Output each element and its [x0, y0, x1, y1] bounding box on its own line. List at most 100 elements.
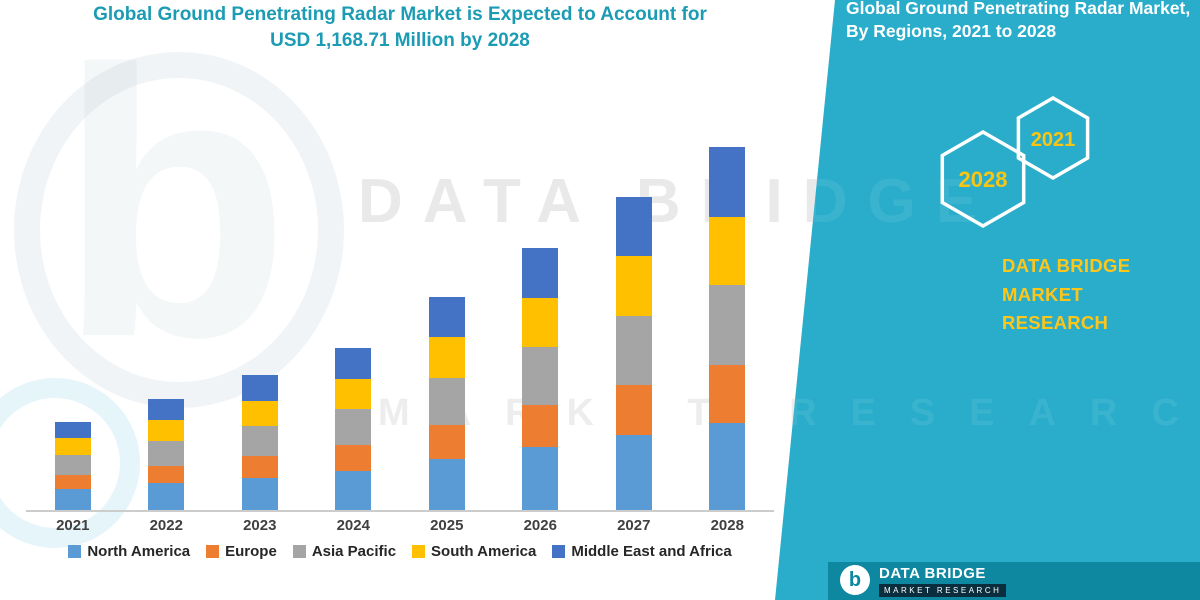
bar-segment: [522, 297, 559, 348]
faint-logo-b-glyph: b: [58, 0, 291, 416]
x-axis-label: 2025: [430, 517, 464, 534]
legend-swatch-icon: [206, 545, 220, 558]
bar-segment: [54, 474, 91, 489]
legend-label: Middle East and Africa: [571, 543, 732, 560]
legend-label: North America: [87, 543, 191, 560]
stacked-bar-chart: 2021 2022 2023 2024 2025 2026 2027 2028 North A…: [26, 116, 774, 560]
x-axis-label: 2023: [243, 517, 277, 534]
legend-swatch-icon: [552, 545, 566, 558]
hexagon-2021: [1016, 95, 1090, 181]
stacked-bar-2028: [709, 147, 746, 510]
stacked-bar-2027: [615, 196, 652, 510]
stacked-bar-2023: [241, 375, 278, 510]
bar-segment: [428, 337, 465, 378]
bar-segment: [148, 399, 185, 421]
chart-legend: North America Europe Asia Pacific South Ame…: [26, 543, 774, 560]
bar-segment: [709, 147, 746, 217]
bar-segment: [428, 424, 465, 459]
bar-segment: [148, 441, 185, 466]
bar-slot-2028: [681, 116, 775, 510]
bar-segment: [335, 445, 372, 472]
bar-segment: [615, 196, 652, 257]
stacked-bar-2025: [428, 296, 465, 510]
legend-swatch-icon: [68, 545, 82, 558]
chart-title-line1: Global Ground Penetrating Radar Market i…: [93, 4, 707, 25]
legend-item: Asia Pacific: [292, 543, 397, 560]
bar-segment: [522, 405, 559, 447]
footer-texts: DATA BRIDGE MARKET RESEARCH: [879, 565, 1007, 597]
legend-item: North America: [68, 543, 190, 560]
hexagon-2021-label: 2021: [1031, 129, 1076, 151]
legend-label: Asia Pacific: [311, 543, 397, 560]
bar-segment: [615, 256, 652, 316]
hexagon-2028: [940, 129, 1026, 229]
footer-tagline: MARKET RESEARCH: [879, 584, 1007, 597]
bar-segment: [241, 477, 278, 510]
x-axis-label: 2027: [617, 517, 651, 534]
plot-area: [26, 116, 774, 512]
bar-segment: [148, 483, 185, 510]
bar-segment: [54, 455, 91, 475]
bar-segment: [241, 400, 278, 427]
bar-segment: [335, 378, 372, 410]
bar-segment: [428, 377, 465, 425]
bar-slot-2026: [494, 116, 588, 510]
footer-strip: b DATA BRIDGE MARKET RESEARCH: [828, 562, 1200, 600]
x-axis-label: 2026: [523, 517, 557, 534]
bar-segment: [335, 348, 372, 379]
legend-item: South America: [412, 543, 536, 560]
bar-segment: [148, 465, 185, 484]
bar-segment: [148, 420, 185, 442]
bar-segment: [709, 216, 746, 286]
legend-item: Middle East and Africa: [552, 543, 732, 560]
bar-slot-2025: [400, 116, 494, 510]
bar-segment: [615, 384, 652, 435]
x-axis-label: 2021: [56, 517, 90, 534]
bar-segment: [522, 248, 559, 298]
chart-title-line2: USD 1,168.71 Million by 2028: [270, 29, 530, 51]
bar-segment: [522, 347, 559, 406]
watermark-tagline-on-band: MARKET RESEARCH: [378, 392, 1200, 434]
stacked-bar-2024: [335, 348, 372, 510]
stacked-bar-2021: [54, 421, 91, 510]
bar-segment: [709, 365, 746, 424]
legend-label: South America: [431, 543, 537, 560]
stacked-bar-2022: [148, 399, 185, 510]
bar-slot-2022: [120, 116, 214, 510]
bar-slot-2027: [587, 116, 681, 510]
legend-item: Europe: [206, 543, 277, 560]
legend-swatch-icon: [412, 545, 426, 558]
bar-segment: [428, 458, 465, 510]
bar-segment: [54, 488, 91, 510]
bar-segment: [241, 426, 278, 457]
brand-line1: DATA BRIDGE MARKET: [1002, 255, 1131, 305]
bar-slot-2023: [213, 116, 307, 510]
bar-segment: [335, 409, 372, 446]
chart-title: Global Ground Penetrating Radar Market i…: [10, 2, 790, 53]
bar-segment: [241, 456, 278, 478]
bar-slot-2021: [26, 116, 120, 510]
bar-segment: [615, 315, 652, 385]
bar-segment: [709, 285, 746, 366]
side-panel-heading: Global Ground Penetrating Radar Market, …: [846, 0, 1191, 41]
footer-brand: DATA BRIDGE: [879, 565, 986, 582]
year-hexagons: 2028 2021: [940, 95, 1090, 229]
bar-segment: [615, 434, 652, 510]
legend-swatch-icon: [292, 545, 306, 558]
x-axis-label: 2024: [336, 517, 370, 534]
bar-segment: [54, 421, 91, 439]
bar-segment: [522, 447, 559, 510]
bar-segment: [54, 438, 91, 456]
bar-segment: [241, 375, 278, 401]
bar-slot-2024: [307, 116, 401, 510]
bar-segment: [709, 423, 746, 510]
legend-label: Europe: [225, 543, 277, 560]
hexagon-2028-label: 2028: [959, 167, 1008, 192]
x-axis-label: 2028: [710, 517, 744, 534]
bar-segment: [428, 296, 465, 338]
x-axis-label: 2022: [149, 517, 183, 534]
stacked-bar-2026: [522, 248, 559, 510]
bar-segment: [335, 471, 372, 510]
brand-lockup-text: DATA BRIDGE MARKET RESEARCH: [1002, 252, 1200, 338]
